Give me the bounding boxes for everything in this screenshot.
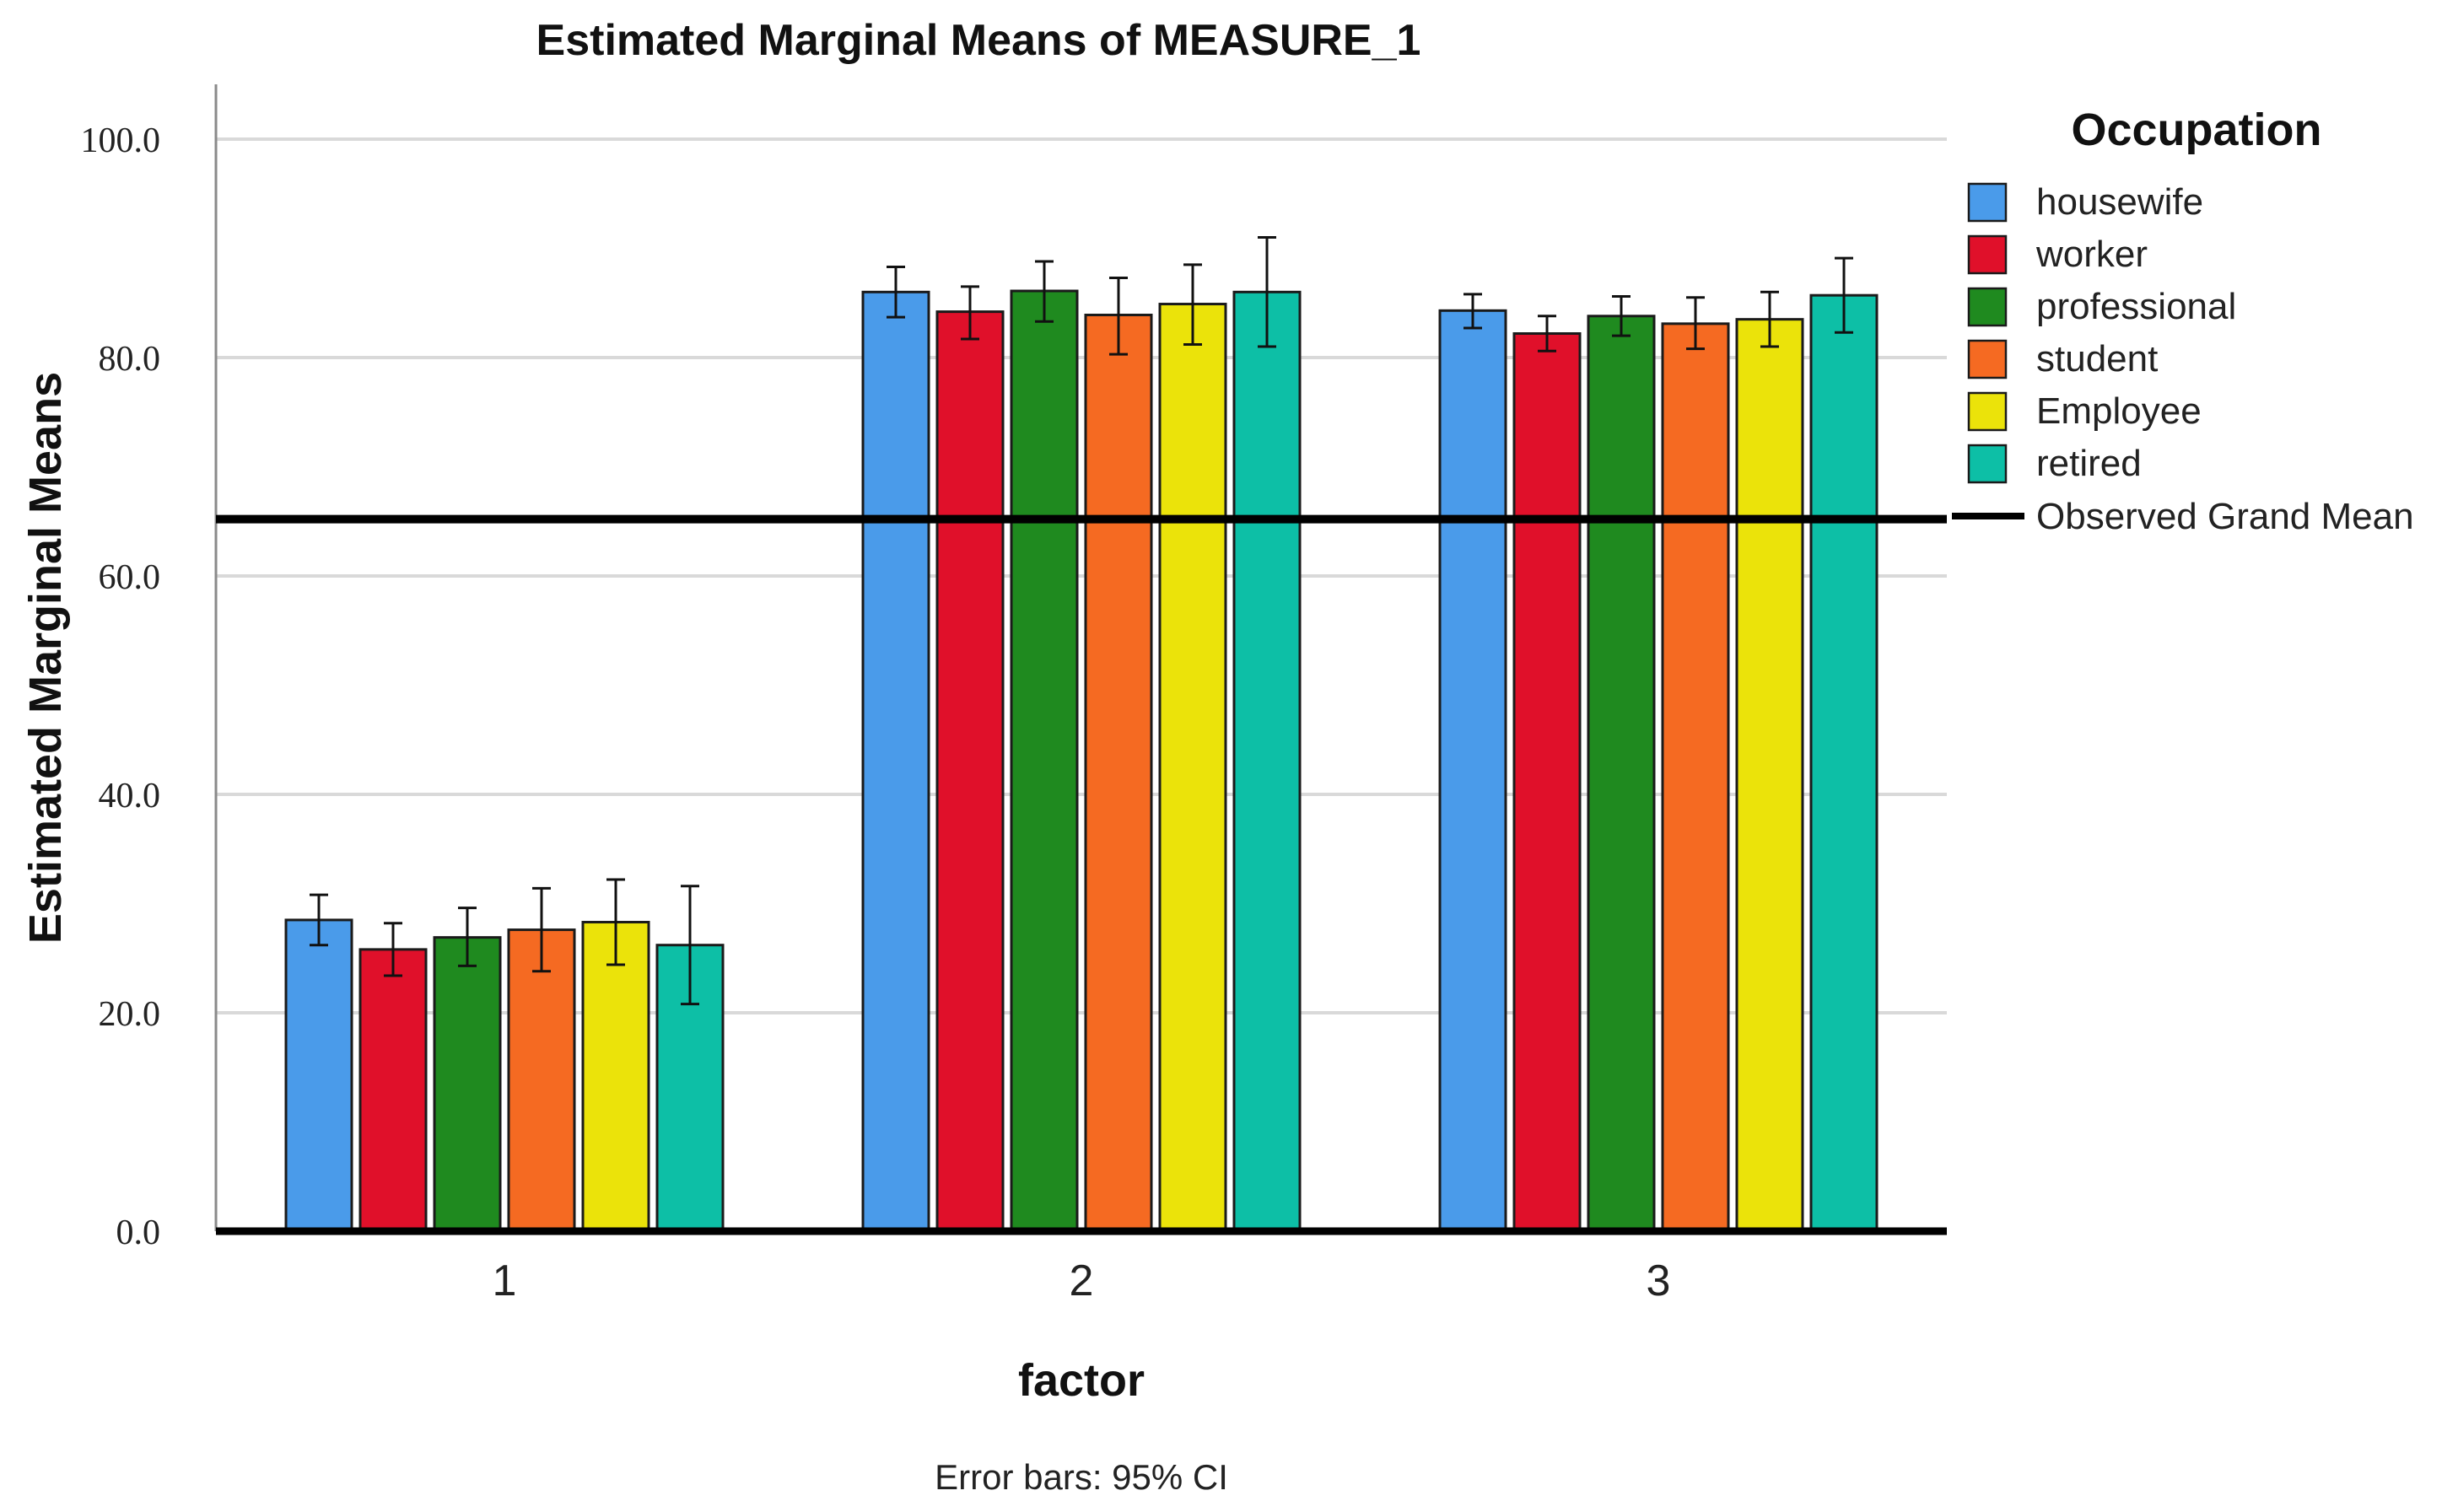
bar: [861, 290, 930, 1233]
y-tick-label: 0.0: [116, 1213, 161, 1252]
legend-label: Employee: [2036, 390, 2202, 432]
bar: [1809, 293, 1879, 1233]
legend-title: Occupation: [2071, 105, 2321, 155]
bar: [1735, 318, 1804, 1233]
bar: [1158, 303, 1227, 1233]
x-tick-labels: 1 2 3: [493, 1256, 1671, 1305]
bar: [1661, 322, 1730, 1233]
legend-label: professional: [2036, 286, 2236, 327]
y-tick-label: 80.0: [99, 340, 161, 379]
legend-label: retired: [2036, 443, 2142, 484]
legend: housewife worker professional student Employ…: [1952, 181, 2414, 537]
legend-swatch: [1967, 234, 2008, 275]
legend-swatch: [1967, 287, 2008, 327]
bar: [1438, 309, 1507, 1233]
bars: [284, 289, 1879, 1233]
legend-label: worker: [2035, 234, 2148, 275]
bar: [507, 928, 576, 1233]
bar: [1084, 313, 1153, 1233]
chart-title: Estimated Marginal Means of MEASURE_1: [536, 16, 1421, 65]
bar: [581, 921, 650, 1233]
legend-swatch: [1967, 182, 2008, 223]
legend-swatch: [1967, 391, 2008, 432]
bar: [1587, 315, 1656, 1233]
x-axis-label: factor: [1018, 1355, 1145, 1406]
y-tick-label: 20.0: [99, 995, 161, 1034]
bar: [433, 936, 502, 1233]
bar: [1010, 289, 1079, 1233]
gridlines: [216, 137, 1947, 1014]
legend-label: housewife: [2036, 181, 2203, 223]
bar: [284, 918, 353, 1233]
bar: [1232, 290, 1302, 1233]
error-bars: [310, 236, 1853, 1006]
legend-label: student: [2036, 338, 2158, 379]
footnote: Error bars: 95% CI: [935, 1457, 1228, 1497]
x-tick-label: 1: [493, 1256, 517, 1305]
y-tick-label: 100.0: [81, 121, 161, 160]
bar: [1512, 332, 1582, 1233]
y-tick-label: 40.0: [99, 777, 161, 815]
bar: [358, 948, 428, 1233]
y-tick-label: 60.0: [99, 558, 161, 597]
legend-swatch: [1967, 444, 2008, 484]
legend-label: Observed Grand Mean: [2036, 496, 2414, 537]
bar: [935, 310, 1005, 1233]
x-tick-label: 2: [1070, 1256, 1094, 1305]
y-axis-label: Estimated Marginal Means: [20, 372, 71, 944]
x-tick-label: 3: [1647, 1256, 1671, 1305]
legend-swatch: [1967, 339, 2008, 379]
y-tick-labels: 0.0 20.0 40.0 60.0 80.0 100.0: [81, 121, 161, 1252]
